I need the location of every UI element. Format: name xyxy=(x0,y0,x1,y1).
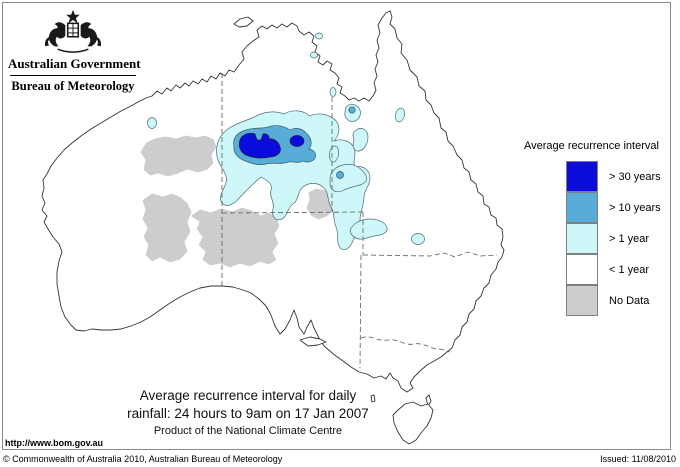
state-borders xyxy=(221,73,498,369)
legend-row-nodata: No Data xyxy=(566,284,676,316)
flinders-island xyxy=(425,394,432,407)
coat-of-arms-icon xyxy=(44,9,102,53)
legend-row-gt30: > 30 years xyxy=(566,161,676,192)
caption-line-1: Average recurrence interval for daily xyxy=(139,388,357,403)
legend-label-no-data: No Data xyxy=(609,294,650,307)
no-data-regions xyxy=(139,117,334,269)
swatch-gt1-year xyxy=(566,222,598,254)
agency-title: Bureau of Meteorology xyxy=(11,79,135,93)
legend: Average recurrence interval > 30 years >… xyxy=(516,140,676,316)
legend-row-lt1: < 1 year xyxy=(566,253,676,285)
caption-line-3: Product of the National Climate Centre xyxy=(153,425,343,437)
government-title: Australian Government xyxy=(8,56,141,71)
bom-url: http://www.bom.gov.au xyxy=(5,438,103,448)
caption-line-2: rainfall: 24 hours to 9am on 17 Jan 2007 xyxy=(127,406,369,421)
king-island xyxy=(370,394,376,403)
legend-rows: > 30 years > 10 years > 1 year < 1 year … xyxy=(566,161,676,316)
legend-title: Average recurrence interval xyxy=(524,140,659,152)
swatch-lt1-year xyxy=(566,253,598,285)
swatch-no-data xyxy=(566,284,598,316)
kangaroo-island xyxy=(299,336,327,347)
footer-bar: © Commonwealth of Australia 2010, Austra… xyxy=(0,453,680,467)
tasmania xyxy=(392,401,434,445)
header-divider xyxy=(10,75,136,76)
melville-island xyxy=(233,16,254,28)
swatch-gt10-years xyxy=(566,191,598,223)
legend-label-lt1-year: < 1 year xyxy=(609,263,650,276)
ari-gt30yr-regions xyxy=(238,132,305,159)
legend-label-gt1-year: > 1 year xyxy=(609,232,650,245)
government-header: Australian Government Bureau of Meteorol… xyxy=(8,8,141,94)
copyright-text: © Commonwealth of Australia 2010, Austra… xyxy=(3,454,283,464)
map-caption: Average recurrence interval for daily ra… xyxy=(58,387,438,438)
legend-label-gt30-years: > 30 years xyxy=(609,170,661,183)
issued-date: Issued: 11/08/2010 xyxy=(600,454,676,464)
legend-label-gt10-years: > 10 years xyxy=(609,201,661,214)
legend-row-gt1: > 1 year xyxy=(566,222,676,254)
legend-row-gt10: > 10 years xyxy=(566,191,676,223)
swatch-gt30-years xyxy=(566,161,598,192)
